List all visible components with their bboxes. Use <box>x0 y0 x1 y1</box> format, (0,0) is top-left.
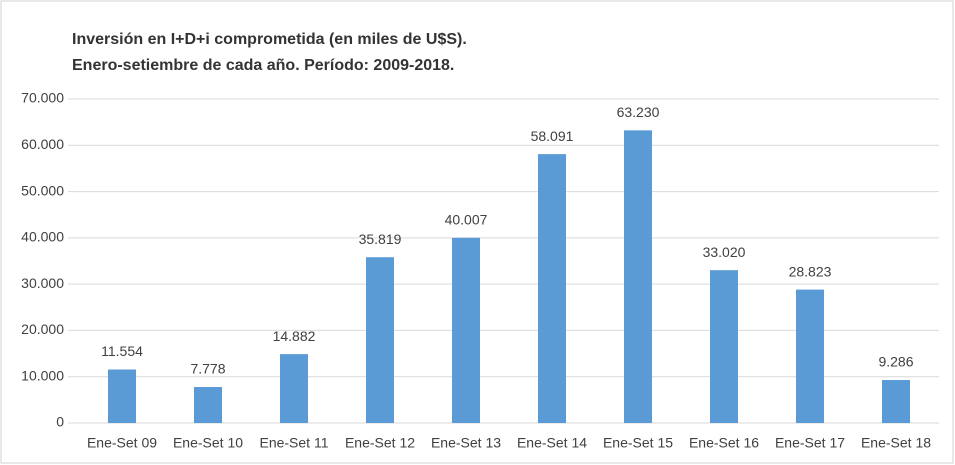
bar <box>108 369 136 423</box>
y-tick-label: 60.000 <box>21 136 64 152</box>
x-tick-label: Ene-Set 15 <box>603 435 673 451</box>
data-label: 7.778 <box>190 361 225 377</box>
data-label: 28.823 <box>789 263 832 279</box>
chart-title: Inversión en I+D+i comprometida (en mile… <box>72 31 467 48</box>
y-tick-label: 50.000 <box>21 182 64 198</box>
bar <box>710 270 738 423</box>
data-label: 40.007 <box>445 212 488 228</box>
x-tick-label: Ene-Set 14 <box>517 435 587 451</box>
x-tick-label: Ene-Set 09 <box>87 435 157 451</box>
bar <box>882 380 910 423</box>
y-tick-label: 30.000 <box>21 275 64 291</box>
x-tick-label: Ene-Set 17 <box>775 435 845 451</box>
y-tick-label: 10.000 <box>21 367 64 383</box>
bar <box>280 354 308 423</box>
chart-subtitle: Enero-setiembre de cada año. Período: 20… <box>72 57 454 74</box>
bar <box>366 257 394 423</box>
data-label: 9.286 <box>878 354 913 370</box>
x-tick-label: Ene-Set 10 <box>173 435 243 451</box>
x-tick-label: Ene-Set 13 <box>431 435 501 451</box>
x-tick-label: Ene-Set 12 <box>345 435 415 451</box>
data-label: 11.554 <box>101 343 143 359</box>
x-tick-label: Ene-Set 16 <box>689 435 759 451</box>
data-label: 35.819 <box>359 231 402 247</box>
data-label: 63.230 <box>617 104 660 120</box>
bar <box>538 154 566 424</box>
y-tick-label: 20.000 <box>21 321 64 337</box>
bar <box>796 289 824 423</box>
data-label: 33.020 <box>703 244 746 260</box>
data-label: 58.091 <box>531 128 574 144</box>
y-tick-label: 40.000 <box>21 229 64 245</box>
x-tick-label: Ene-Set 18 <box>861 435 931 451</box>
bar <box>194 386 222 423</box>
bar <box>624 130 652 423</box>
x-tick-label: Ene-Set 11 <box>259 435 328 451</box>
data-label: 14.882 <box>273 328 316 344</box>
y-tick-label: 70.000 <box>21 90 64 106</box>
bar <box>452 237 480 423</box>
y-tick-label: 0 <box>56 414 64 430</box>
